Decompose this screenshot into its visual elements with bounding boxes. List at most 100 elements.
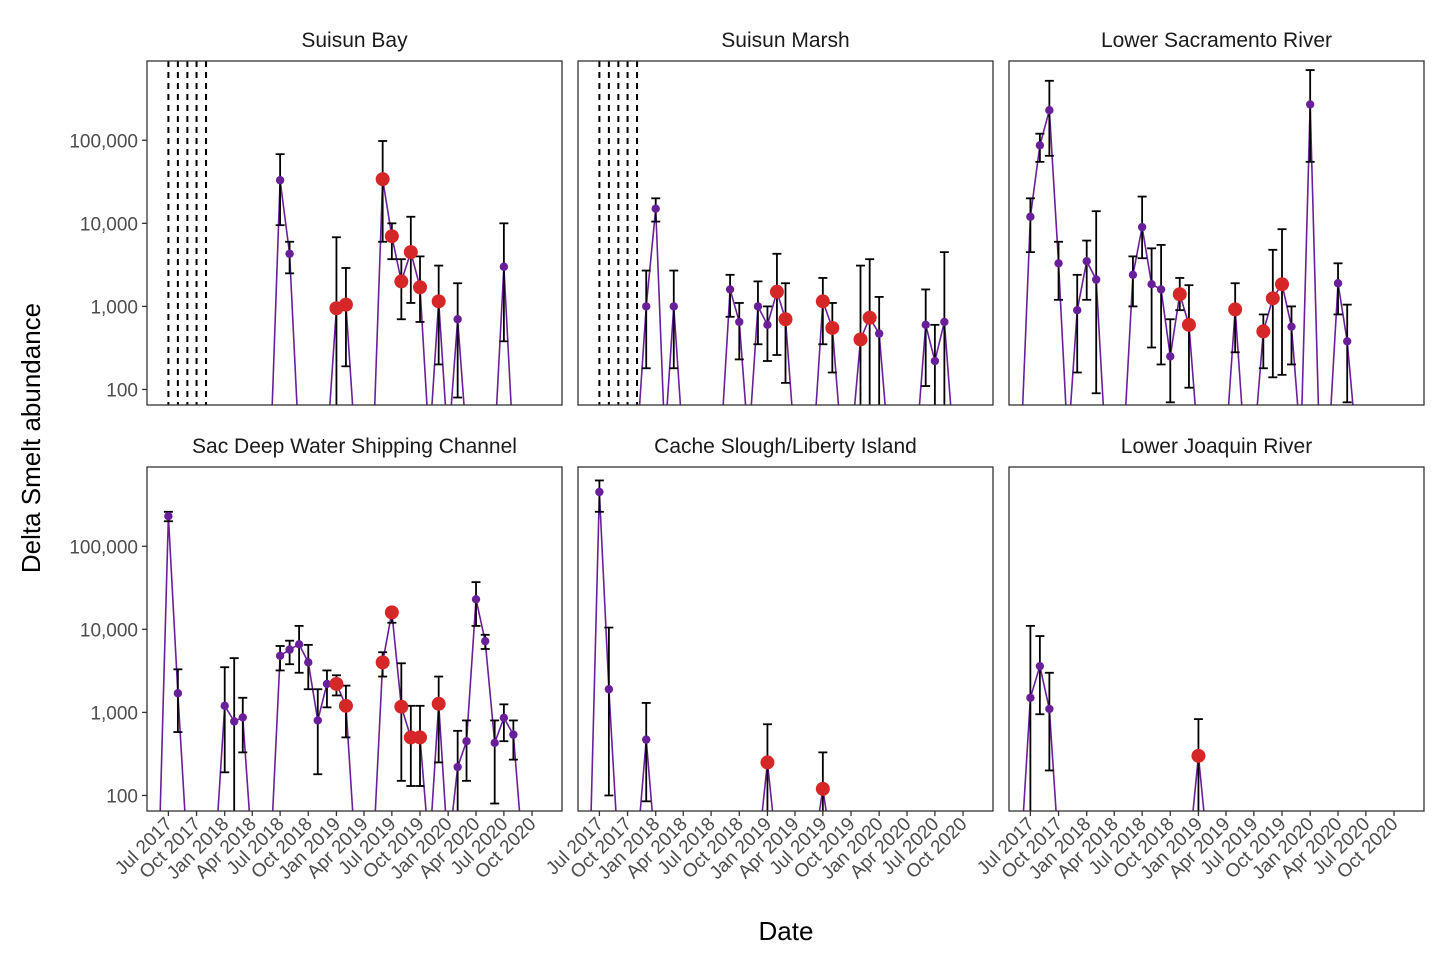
point-large	[375, 172, 390, 187]
point-small	[1035, 661, 1045, 671]
point-small	[499, 713, 509, 723]
point-small	[1305, 100, 1315, 109]
point-small	[490, 738, 499, 748]
point-small	[725, 285, 735, 294]
y-tick-label: 1,000	[90, 297, 138, 318]
point-small	[604, 685, 614, 694]
facet-panel: Sac Deep Water Shipping Channel 100 1,000 1…	[69, 435, 563, 884]
point-large	[431, 696, 446, 711]
point-small	[595, 487, 604, 497]
point-small	[322, 679, 332, 689]
data-layer	[598, 61, 952, 405]
point-large	[338, 698, 353, 713]
y-tick-label: 1,000	[90, 703, 138, 724]
data-layer	[159, 510, 521, 811]
facet-panel: Lower Sacramento River	[1008, 29, 1425, 406]
series-line	[1022, 663, 1205, 811]
point-small	[1156, 285, 1166, 294]
panel-frame	[577, 466, 994, 812]
point-small	[874, 329, 884, 338]
point-small	[1045, 106, 1054, 115]
point-small	[753, 302, 763, 311]
point-small	[1073, 305, 1082, 315]
point-large	[431, 294, 446, 309]
point-small	[453, 315, 462, 324]
point-small	[940, 317, 949, 327]
panel-frame	[146, 60, 563, 406]
point-large	[760, 755, 775, 770]
point-large	[394, 274, 409, 289]
point-small	[1092, 275, 1101, 284]
point-large	[1181, 317, 1196, 332]
point-small	[220, 701, 229, 711]
point-small	[238, 713, 247, 722]
series-line	[590, 491, 827, 811]
point-small	[275, 651, 285, 661]
point-small	[173, 689, 183, 698]
point-small	[313, 716, 322, 725]
point-small	[1082, 257, 1091, 266]
point-small	[1045, 704, 1054, 714]
point-small	[642, 735, 651, 744]
point-small	[481, 636, 490, 646]
panel-title: Sac Deep Water Shipping Channel	[192, 435, 517, 458]
point-large	[778, 312, 793, 327]
point-small	[735, 317, 744, 327]
point-small	[471, 595, 481, 604]
point-small	[669, 302, 678, 311]
point-small	[1343, 337, 1352, 346]
point-small	[275, 176, 285, 185]
series-line	[271, 179, 512, 405]
point-small	[1054, 259, 1063, 268]
point-large	[1172, 287, 1187, 302]
point-large	[394, 699, 409, 714]
y-tick-label: 10,000	[80, 620, 138, 641]
point-small	[285, 645, 294, 654]
point-large	[1191, 748, 1206, 763]
y-tick-label: 100,000	[69, 131, 138, 152]
y-tick-label: 10,000	[80, 214, 138, 235]
panel-frame	[1008, 466, 1425, 812]
point-large	[384, 229, 399, 244]
data-layer	[1022, 624, 1206, 811]
point-large	[815, 294, 830, 309]
panel-title: Cache Slough/Liberty Island	[654, 435, 917, 458]
y-axis-title: Delta Smelt abundance	[16, 303, 46, 573]
point-large	[413, 280, 428, 295]
point-small	[1026, 212, 1035, 221]
point-large	[1228, 302, 1243, 317]
point-large	[375, 655, 390, 670]
y-tick-label: 100	[106, 380, 138, 401]
point-small	[1333, 279, 1343, 288]
point-small	[1166, 352, 1175, 361]
point-large	[1265, 291, 1280, 306]
point-large	[862, 310, 877, 325]
point-small	[763, 320, 772, 330]
point-small	[651, 204, 660, 213]
point-large	[403, 245, 418, 260]
point-small	[294, 640, 304, 649]
point-large	[815, 781, 830, 796]
facet-panel: Suisun Marsh	[577, 29, 994, 406]
point-small	[509, 730, 518, 739]
point-small	[930, 356, 940, 366]
point-small	[462, 737, 471, 746]
point-small	[1137, 222, 1147, 232]
panel-title: Lower Sacramento River	[1101, 29, 1332, 52]
point-small	[285, 249, 294, 258]
point-small	[1026, 693, 1035, 702]
x-axis-title: Date	[759, 916, 814, 946]
point-small	[1128, 270, 1138, 280]
point-large	[413, 730, 428, 745]
point-large	[1256, 324, 1271, 339]
point-small	[304, 658, 313, 667]
point-small	[230, 717, 239, 726]
data-layer	[590, 479, 830, 811]
point-small	[1287, 322, 1296, 331]
panel-frame	[577, 60, 994, 406]
facet-panel: Suisun Bay 100 1,000 10,000 100,000	[69, 29, 563, 406]
panel-title: Suisun Marsh	[721, 29, 849, 52]
point-large	[825, 320, 840, 335]
